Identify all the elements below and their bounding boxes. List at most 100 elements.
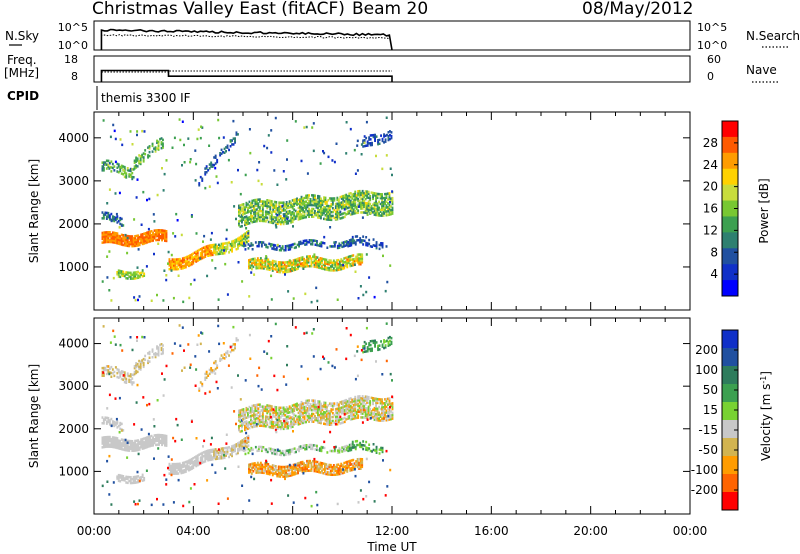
echo-cell <box>378 247 381 251</box>
echo-cell <box>317 419 319 422</box>
echo-cell <box>331 406 334 409</box>
echo-cell <box>375 192 377 195</box>
echo-cell <box>234 243 236 246</box>
echo-cell <box>333 243 336 246</box>
echo-cell <box>207 252 210 255</box>
echo-cell <box>324 260 326 263</box>
echo-cell <box>105 211 108 215</box>
echo-cell <box>308 213 310 216</box>
echo-cell <box>255 407 258 410</box>
echo-cell <box>256 467 259 470</box>
echo-cell <box>135 244 138 247</box>
echo-cell <box>294 472 297 476</box>
echo-cell <box>210 370 213 374</box>
echo-cell <box>289 474 292 477</box>
echo-cell <box>328 412 331 415</box>
echo-cell <box>282 222 285 226</box>
echo-cell <box>389 137 391 141</box>
echo-cell <box>311 418 313 421</box>
echo-cell <box>220 457 223 460</box>
echo-cell <box>337 213 340 217</box>
echo-cell <box>144 241 147 245</box>
echo-cell <box>261 413 264 416</box>
echo-cell <box>134 449 137 452</box>
echo-cell <box>156 353 158 356</box>
echo-cell <box>368 138 371 141</box>
echo-cell <box>234 141 236 144</box>
echo-cell <box>196 462 199 465</box>
echo-cell <box>204 167 207 170</box>
echo-cell <box>352 413 355 416</box>
echo-cell <box>214 367 217 371</box>
echo-cell <box>345 400 348 404</box>
echo-cell <box>144 239 147 243</box>
echo-cell <box>346 210 349 214</box>
echo-cell <box>317 194 319 198</box>
colorbar-swatch <box>722 152 738 170</box>
echo-cell <box>372 207 374 210</box>
echo-cell <box>352 458 355 462</box>
echo-cell <box>229 140 232 143</box>
echo-cell <box>350 244 353 247</box>
echo-cell <box>266 204 269 208</box>
echo-cell <box>287 451 290 454</box>
echo-cell <box>251 215 254 218</box>
echo-cell <box>170 472 172 475</box>
echo-cell <box>345 207 348 210</box>
echo-cell <box>366 412 369 416</box>
echo-cell <box>335 469 338 472</box>
echo-cell <box>280 261 283 264</box>
echo-cell <box>201 461 204 464</box>
echo-cell <box>261 211 264 215</box>
echo-cell <box>300 215 303 218</box>
echo-cell <box>152 444 154 447</box>
echo-cell <box>318 203 321 206</box>
echo-cell <box>140 428 143 431</box>
echo-cell <box>272 221 275 225</box>
echo-cell <box>278 410 281 413</box>
echo-cell <box>181 463 184 467</box>
echo-cell <box>177 472 180 475</box>
echo-cell <box>164 440 166 443</box>
echo-cell <box>297 471 299 475</box>
echo-cell <box>180 265 183 268</box>
echo-cell <box>303 214 306 217</box>
echo-cell <box>139 162 142 166</box>
echo-cell <box>149 232 151 235</box>
echo-cell <box>279 265 282 268</box>
echo-cell <box>192 464 195 468</box>
echo-cell <box>318 402 321 405</box>
echo-cell <box>117 368 120 372</box>
echo-cell <box>390 211 392 214</box>
echo-cell <box>327 199 330 202</box>
echo-cell <box>290 221 293 224</box>
echo-cell <box>307 469 310 472</box>
echo-cell <box>114 442 117 445</box>
echo-cell <box>299 198 301 201</box>
echo-cell <box>261 217 264 221</box>
echo-cell <box>119 169 122 173</box>
echo-cell <box>339 406 342 410</box>
echo-cell <box>208 246 211 249</box>
echo-cell <box>313 465 316 469</box>
echo-cell <box>104 366 107 370</box>
echo-cell <box>382 413 385 417</box>
echo-cell <box>105 441 108 445</box>
echo-cell <box>385 322 388 325</box>
echo-cell <box>173 468 175 472</box>
echo-cell <box>379 210 382 213</box>
echo-cell <box>122 165 125 168</box>
echo-cell <box>342 200 345 204</box>
echo-cell <box>105 240 108 244</box>
echo-cell <box>288 411 291 414</box>
echo-cell <box>298 465 301 468</box>
echo-cell <box>355 211 358 215</box>
echo-cell <box>369 400 372 403</box>
echo-cell <box>245 227 248 230</box>
echo-cell <box>141 439 144 443</box>
echo-cell <box>140 233 143 236</box>
echo-cell <box>379 419 382 422</box>
echo-cell <box>344 256 347 260</box>
echo-cell <box>369 347 372 351</box>
echo-cell <box>238 204 240 208</box>
